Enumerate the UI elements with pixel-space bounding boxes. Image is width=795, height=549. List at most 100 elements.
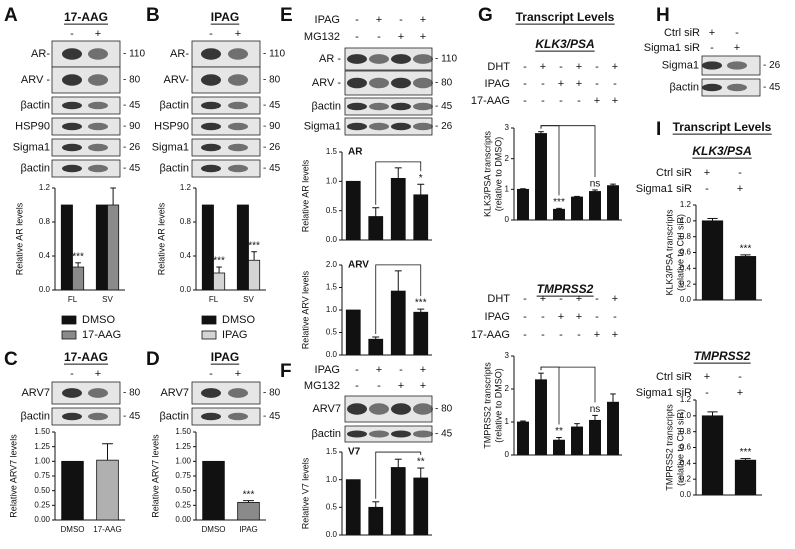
- x-tick-label: DMSO: [61, 525, 85, 534]
- y-axis-label: Relative ARV7 levels: [150, 434, 160, 518]
- condition-sign: +: [612, 61, 618, 73]
- error-bar: [556, 207, 562, 210]
- condition-sign: -: [70, 28, 74, 40]
- bar: [107, 204, 120, 291]
- condition-sign: -: [710, 42, 714, 54]
- legend-swatch: [201, 330, 217, 340]
- condition-sign: +: [576, 61, 582, 73]
- condition-sign: +: [594, 329, 600, 341]
- blot-label: βactin: [159, 99, 189, 111]
- y-tick-label: 1.2: [180, 183, 192, 192]
- condition-sign: -: [377, 31, 381, 43]
- y-tick-label: 2.0: [326, 260, 338, 269]
- bar: [72, 266, 85, 291]
- comparison-bracket: [540, 125, 596, 177]
- blot-strip: [191, 117, 261, 136]
- legend-swatch: [61, 315, 77, 325]
- condition-sign: +: [709, 27, 715, 39]
- blot-band: [391, 122, 411, 131]
- legend-label: DMSO: [82, 314, 115, 326]
- blot-band: [347, 430, 367, 438]
- y-tick-label: 0.2: [680, 279, 692, 288]
- condition-sign: +: [540, 293, 546, 305]
- blot-band: [702, 83, 722, 92]
- error-bar: [102, 443, 113, 461]
- condition-sign: +: [398, 380, 404, 392]
- y-tick-label: 0.5: [326, 206, 338, 215]
- legend-label: IPAG: [222, 329, 247, 341]
- bar: [589, 191, 601, 221]
- y-tick-label: 0.2: [680, 474, 692, 483]
- y-tick-label: 1.0: [326, 475, 338, 484]
- y-tick-label: 0.4: [180, 251, 192, 260]
- y-tick-label: 0.00: [175, 515, 191, 524]
- comparison-bracket: [375, 161, 422, 205]
- error-bar: [372, 501, 380, 508]
- error-bar: [417, 183, 425, 195]
- y-tick-label: 0.0: [680, 490, 692, 499]
- condition-sign: +: [594, 95, 600, 107]
- blot-band: [62, 122, 82, 131]
- y-axis-label: Relative ARV levels: [300, 270, 310, 349]
- panel-letter: I: [656, 119, 661, 140]
- chart-label: ARV: [348, 260, 369, 271]
- bar: [535, 133, 547, 221]
- y-axis-label: KLK3/PSA transcripts: [482, 130, 492, 217]
- molecular-weight: - 26: [435, 121, 453, 132]
- error-bar: [216, 266, 222, 273]
- blot-band: [413, 430, 433, 438]
- y-tick-label: 0.4: [39, 251, 51, 260]
- bar: [701, 220, 724, 301]
- condition-sign: -: [523, 78, 527, 90]
- blot-band: [228, 74, 248, 86]
- condition-label: Ctrl siR: [656, 371, 692, 383]
- condition-sign: +: [704, 167, 710, 179]
- x-tick-label: IPAG: [239, 525, 258, 534]
- blot-band: [88, 122, 108, 131]
- blot-band: [62, 74, 82, 86]
- y-tick-label: 0.0: [326, 530, 338, 539]
- blot-band: [62, 48, 82, 60]
- error-bar: [574, 423, 580, 427]
- condition-label: IPAG: [315, 364, 340, 376]
- error-bar: [574, 195, 580, 197]
- y-tick-label: 3: [505, 123, 510, 132]
- significance: ns: [590, 179, 601, 190]
- panel-title: IPAG: [211, 10, 239, 24]
- condition-sign: +: [734, 42, 740, 54]
- blot-band: [391, 403, 411, 415]
- y-tick-label: 1: [505, 184, 510, 193]
- y-tick-label: 0.0: [680, 295, 692, 304]
- error-bar: [251, 251, 257, 261]
- y-axis-label: Relative ARV7 levels: [8, 434, 18, 518]
- blot-band: [347, 122, 367, 131]
- condition-sign: +: [704, 371, 710, 383]
- condition-sign: -: [735, 27, 739, 39]
- condition-sign: -: [355, 364, 359, 376]
- y-tick-label: 1.25: [34, 442, 50, 451]
- condition-sign: -: [377, 380, 381, 392]
- y-tick-label: 0.4: [680, 263, 692, 272]
- significance: *: [419, 173, 423, 184]
- blot-band: [228, 122, 248, 131]
- condition-sign: +: [398, 31, 404, 43]
- molecular-weight: - 110: [435, 54, 457, 65]
- y-tick-label: 0.0: [39, 285, 51, 294]
- blot-strip: [191, 159, 261, 178]
- blot-label: ARV -: [312, 77, 341, 89]
- bar: [390, 290, 406, 356]
- molecular-weight: - 26: [263, 142, 281, 153]
- blot-band: [347, 403, 367, 415]
- panel-letter: A: [4, 5, 18, 26]
- y-tick-label: 0.0: [180, 285, 192, 294]
- significance: ***: [740, 244, 752, 255]
- y-axis-label: Relative V7 levels: [300, 457, 310, 529]
- blot-band: [391, 77, 411, 89]
- condition-sign: -: [399, 14, 403, 26]
- blot-label: AR -: [319, 53, 341, 65]
- bar: [390, 177, 406, 241]
- y-tick-label: 2: [505, 154, 510, 163]
- error-bar: [610, 183, 616, 186]
- y-tick-label: 1.0: [326, 176, 338, 185]
- y-tick-label: 0.75: [175, 471, 191, 480]
